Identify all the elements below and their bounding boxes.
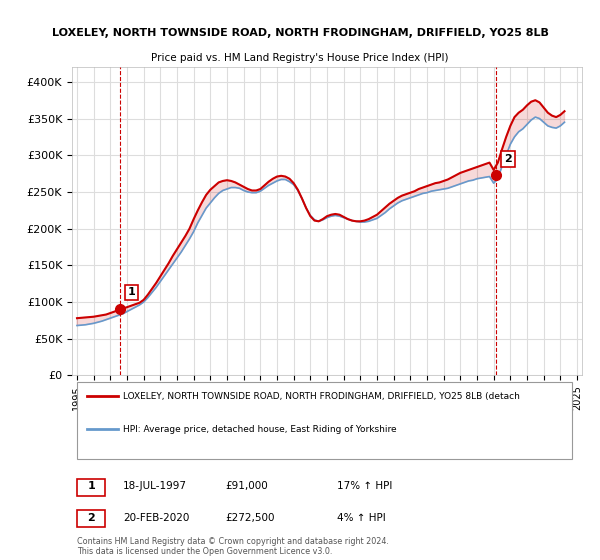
Text: 1: 1 [87,482,95,491]
Text: LOXELEY, NORTH TOWNSIDE ROAD, NORTH FRODINGHAM, DRIFFIELD, YO25 8LB: LOXELEY, NORTH TOWNSIDE ROAD, NORTH FROD… [52,28,548,38]
Text: 4% ↑ HPI: 4% ↑ HPI [337,512,386,522]
Text: 2: 2 [504,154,512,164]
Text: 20-FEB-2020: 20-FEB-2020 [123,512,190,522]
FancyBboxPatch shape [77,382,572,459]
Text: 18-JUL-1997: 18-JUL-1997 [123,482,187,491]
Text: HPI: Average price, detached house, East Riding of Yorkshire: HPI: Average price, detached house, East… [123,424,397,433]
Text: £272,500: £272,500 [225,512,275,522]
Text: 2: 2 [87,512,95,522]
Text: 17% ↑ HPI: 17% ↑ HPI [337,482,392,491]
FancyBboxPatch shape [77,510,105,527]
Text: LOXELEY, NORTH TOWNSIDE ROAD, NORTH FRODINGHAM, DRIFFIELD, YO25 8LB (detach: LOXELEY, NORTH TOWNSIDE ROAD, NORTH FROD… [123,392,520,401]
FancyBboxPatch shape [77,479,105,496]
Text: 1: 1 [128,287,136,297]
Text: Contains HM Land Registry data © Crown copyright and database right 2024.
This d: Contains HM Land Registry data © Crown c… [77,536,389,556]
Text: £91,000: £91,000 [225,482,268,491]
Text: Price paid vs. HM Land Registry's House Price Index (HPI): Price paid vs. HM Land Registry's House … [151,53,449,63]
